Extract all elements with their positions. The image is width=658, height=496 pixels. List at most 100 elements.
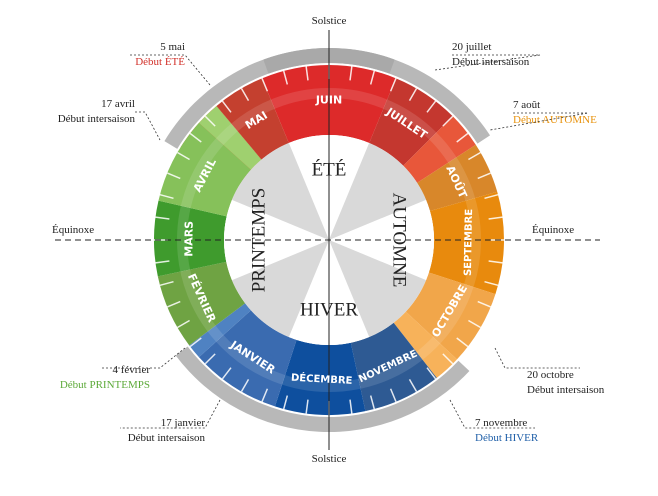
tick-mark xyxy=(167,172,181,180)
tick-mark xyxy=(477,300,491,308)
tick-mark xyxy=(282,395,289,410)
leader-line xyxy=(494,347,580,369)
solstice-bottom-label: Solstice xyxy=(312,453,347,465)
tick-mark xyxy=(189,132,202,143)
solstice-equinox-axes xyxy=(55,30,600,450)
tick-mark xyxy=(389,388,397,402)
month-segment-mars xyxy=(154,200,227,277)
tick-mark xyxy=(408,88,418,101)
intersaison-arc xyxy=(164,47,491,149)
tick-mark xyxy=(442,353,454,365)
tick-mark xyxy=(204,115,216,127)
month-label-mars: MARS xyxy=(182,221,195,257)
tick-mark xyxy=(189,337,202,348)
month-segment-avril xyxy=(158,122,251,217)
tick-mark xyxy=(261,388,269,402)
season-sector xyxy=(231,240,329,338)
tick-mark xyxy=(477,172,491,180)
annotation-oct20-label: Début intersaison xyxy=(527,384,605,396)
tick-mark xyxy=(240,379,250,392)
annotation-fev4-date: 4 février xyxy=(112,364,150,376)
tick-mark xyxy=(155,216,170,220)
annotation-mai5-label: Début ÉTÉ xyxy=(135,56,185,68)
equinox-right-label: Équinoxe xyxy=(532,224,574,236)
month-segment-fevrier xyxy=(157,261,246,346)
tick-mark xyxy=(167,300,181,308)
month-segment-octobre-tail xyxy=(393,311,457,378)
month-segment-juillet xyxy=(369,78,453,166)
season-sector xyxy=(329,199,435,281)
annotation-avr17-label: Début intersaison xyxy=(58,113,136,125)
tick-mark xyxy=(389,78,397,92)
annotation-jan17-label: Début intersaison xyxy=(128,432,206,444)
tick-mark xyxy=(426,367,437,380)
season-label-ete: ÉTÉ xyxy=(312,159,347,181)
tick-mark xyxy=(484,280,499,287)
annotation-oct20-date: 20 octobre xyxy=(527,369,574,381)
tick-mark xyxy=(159,193,174,200)
tick-mark xyxy=(155,260,170,264)
leader-line xyxy=(130,54,211,86)
tick-mark xyxy=(221,367,232,380)
tick-mark xyxy=(426,100,437,113)
month-segment-septembre xyxy=(428,191,504,295)
tick-mark xyxy=(349,66,353,81)
tick-mark xyxy=(442,115,454,127)
month-segment-juillet-tail xyxy=(403,116,476,183)
month-label-septembre: SEPTEMBRE xyxy=(463,209,475,276)
annotation-leaders xyxy=(100,54,589,429)
tick-mark xyxy=(221,100,232,113)
annotation-aout7-label: Début AUTOMNE xyxy=(513,114,597,126)
annotation-fev4-label: Début PRINTEMPS xyxy=(60,379,150,391)
season-label-hiver: HIVER xyxy=(300,300,358,321)
month-segment-avril-tail xyxy=(198,105,262,170)
tick-mark xyxy=(456,337,469,348)
annotation-nov7-date: 7 novembre xyxy=(475,417,527,429)
month-segment-octobre xyxy=(405,272,496,360)
leader-line xyxy=(434,54,541,71)
tick-mark xyxy=(305,399,309,414)
month-segment-aout xyxy=(417,144,498,212)
month-label-juin: JUIN xyxy=(315,94,342,107)
tick-mark xyxy=(261,78,269,92)
tick-mark xyxy=(177,319,190,329)
tick-mark xyxy=(349,399,353,414)
tick-mark xyxy=(408,379,418,392)
annotation-nov7-label: Début HIVER xyxy=(475,432,539,444)
tick-mark xyxy=(369,395,376,410)
tick-mark xyxy=(456,132,469,143)
annotation-avr17-date: 17 avril xyxy=(101,98,135,110)
annotation-aout7-date: 7 août xyxy=(513,99,540,111)
annotation-juil20-date: 20 juillet xyxy=(452,41,491,53)
season-sector xyxy=(329,142,427,240)
tick-mark xyxy=(177,151,190,161)
tick-mark xyxy=(305,66,309,81)
season-sector xyxy=(231,142,329,240)
tick-mark xyxy=(488,216,503,220)
leader-line xyxy=(120,399,221,429)
tick-mark xyxy=(488,260,503,264)
month-segment-decembre xyxy=(274,339,366,415)
tick-mark xyxy=(468,151,481,161)
season-sector xyxy=(329,240,427,338)
tick-mark xyxy=(468,319,481,329)
month-label-decembre: DÉCEMBRE xyxy=(291,371,353,387)
leader-line xyxy=(489,112,589,131)
month-segment-mai xyxy=(216,78,289,160)
season-label-automne: AUTOMNE xyxy=(389,193,410,288)
tick-mark xyxy=(204,353,216,365)
season-label-printemps: PRINTEMPS xyxy=(249,188,270,293)
tick-mark xyxy=(369,70,376,85)
tick-mark xyxy=(159,280,174,287)
tick-mark xyxy=(484,193,499,200)
solstice-top-label: Solstice xyxy=(312,15,347,27)
annotation-mai5-date: 5 mai xyxy=(160,41,185,53)
tick-mark xyxy=(282,70,289,85)
month-segment-janvier xyxy=(198,310,297,407)
leader-line xyxy=(135,111,161,141)
equinox-left-label: Équinoxe xyxy=(52,224,94,236)
leader-line xyxy=(100,347,186,369)
annotation-jan17-date: 17 janvier xyxy=(161,417,206,429)
tick-mark xyxy=(240,88,250,101)
